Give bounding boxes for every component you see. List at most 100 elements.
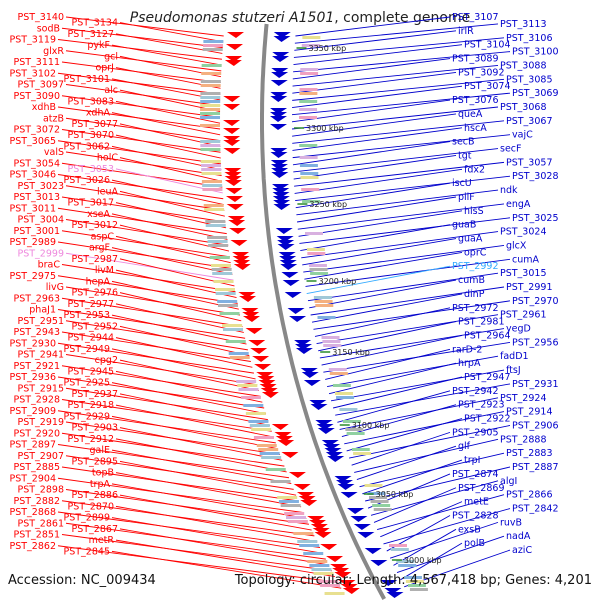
gene-label: PST_2920 <box>14 428 61 439</box>
feature-band <box>299 144 318 147</box>
feature-band <box>278 500 299 503</box>
feature-band <box>339 408 358 411</box>
reverse-gene-arrow <box>317 428 335 434</box>
reverse-gene-arrow <box>273 36 291 42</box>
feature-band <box>299 92 318 95</box>
feature-band <box>204 208 225 211</box>
feature-band <box>407 584 426 587</box>
gene-label: PST_3070 <box>68 130 115 141</box>
forward-gene-arrow <box>271 424 289 430</box>
gene-label: PST_3106 <box>506 33 553 44</box>
leader-line <box>292 127 463 151</box>
feature-band <box>390 548 409 551</box>
forward-gene-arrow <box>223 128 241 134</box>
leader-line <box>296 196 457 223</box>
gene-label: PST_2999 <box>18 248 65 259</box>
leader-line <box>65 16 224 37</box>
leader-line <box>337 390 451 423</box>
gene-label: PST_2897 <box>10 440 57 451</box>
feature-band <box>202 184 223 187</box>
reverse-gene-arrow <box>325 452 343 458</box>
gene-label: PST_2882 <box>14 496 61 507</box>
gene-label: PST_2975 <box>10 271 57 282</box>
feature-band <box>207 240 228 243</box>
reverse-gene-arrow <box>324 448 342 454</box>
leader-line <box>115 202 227 229</box>
leader-line <box>61 264 236 293</box>
leader-line <box>293 51 511 73</box>
feature-band <box>222 324 243 327</box>
forward-gene-arrow <box>241 308 259 314</box>
gene-label: PST_3012 <box>72 220 119 231</box>
reverse-gene-arrow <box>278 252 296 258</box>
forward-gene-arrow <box>225 196 243 202</box>
gene-label: PST_2907 <box>18 451 65 462</box>
forward-gene-arrow <box>223 96 241 102</box>
gene-label: pilF <box>458 192 475 203</box>
leader-line <box>294 168 463 194</box>
feature-band <box>215 292 236 295</box>
reverse-gene-arrow <box>271 168 289 174</box>
leader-line <box>295 175 511 201</box>
forward-gene-arrow <box>224 172 242 178</box>
gene-label: PST_2869 <box>458 483 505 494</box>
forward-gene-arrow <box>314 532 332 538</box>
feature-band <box>211 268 232 271</box>
gene-label: fdx2 <box>464 164 485 175</box>
feature-band <box>258 448 279 451</box>
gene-label: PST_2895 <box>72 456 119 467</box>
leader-line <box>293 37 505 58</box>
feature-band <box>310 272 329 275</box>
kbp-tick-label: 3300 kbp <box>306 124 344 133</box>
feature-band <box>270 480 291 483</box>
feature-band <box>324 592 345 595</box>
leader-line <box>115 472 302 508</box>
leader-line <box>119 393 270 426</box>
leader-line <box>292 113 457 137</box>
reverse-gene-arrow <box>272 56 290 62</box>
forward-gene-arrow <box>223 148 241 154</box>
feature-band <box>205 220 226 223</box>
gene-label: glcX <box>506 240 527 251</box>
reverse-gene-arrow <box>270 152 288 158</box>
forward-gene-arrow <box>245 328 263 334</box>
leader-line <box>119 325 250 357</box>
gene-label: queA <box>458 109 483 120</box>
forward-gene-arrow <box>310 524 328 530</box>
leader-line <box>65 185 225 211</box>
gene-label: PST_2972 <box>452 303 499 314</box>
leader-line <box>292 141 451 166</box>
gene-label: holC <box>97 153 118 164</box>
feature-band <box>223 328 244 331</box>
forward-gene-arrow <box>258 380 276 386</box>
reverse-gene-arrow <box>279 256 297 262</box>
leader-line <box>293 44 463 66</box>
gene-label: PST_2886 <box>72 490 119 501</box>
leader-line <box>111 550 342 589</box>
leader-line <box>65 489 309 525</box>
gene-label: yegD <box>506 324 531 335</box>
gene-label: secF <box>500 144 521 155</box>
accession-label: Accession: <box>8 573 77 588</box>
feature-band <box>225 340 246 343</box>
gene-label: PST_2991 <box>506 282 553 293</box>
feature-band <box>321 336 340 339</box>
leader-line <box>292 65 499 87</box>
leader-line <box>115 303 244 333</box>
leader-line <box>302 238 457 266</box>
reverse-gene-arrow <box>270 160 288 166</box>
feature-band <box>323 344 342 347</box>
leader-line <box>362 459 463 495</box>
reverse-gene-arrow <box>273 204 291 210</box>
leader-line <box>295 16 451 37</box>
reverse-gene-arrow <box>272 192 290 198</box>
gene-label: PST_3004 <box>18 215 65 226</box>
gene-label: PST_2943 <box>14 327 61 338</box>
gene-label: guaB <box>452 220 476 231</box>
forward-gene-arrow <box>330 564 348 570</box>
feature-band <box>332 384 351 387</box>
forward-gene-arrow <box>275 436 293 442</box>
gene-label: PST_3092 <box>458 67 505 78</box>
leader-line <box>306 265 451 294</box>
reverse-gene-arrow <box>270 80 288 86</box>
